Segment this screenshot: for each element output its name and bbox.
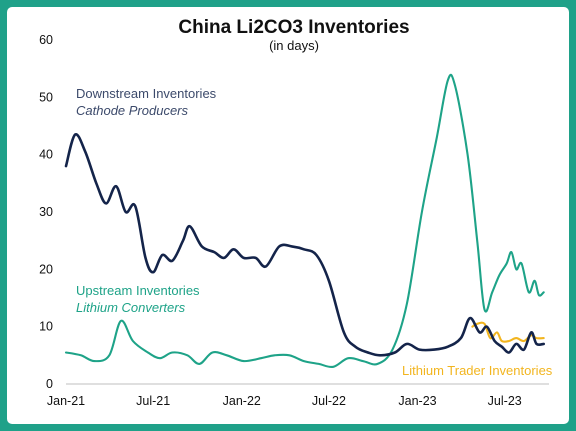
y-tick-label: 40 bbox=[39, 148, 53, 162]
trader-label: Lithium Trader Inventories bbox=[402, 363, 553, 378]
chart-subtitle: (in days) bbox=[269, 38, 319, 53]
series-lines bbox=[64, 73, 545, 369]
y-tick-label: 60 bbox=[39, 33, 53, 47]
y-tick-label: 30 bbox=[39, 205, 53, 219]
chart-card: China Li2CO3 Inventories (in days) 0 10 20… bbox=[7, 7, 569, 424]
y-axis: 0 10 20 30 40 50 60 bbox=[39, 33, 53, 391]
x-axis: Jan-21 Jul-21 Jan-22 Jul-22 Jan-23 Jul-23 bbox=[47, 394, 522, 408]
x-tick-label: Jul-23 bbox=[488, 394, 522, 408]
downstream-label: Downstream Inventories bbox=[76, 86, 217, 101]
x-tick-label: Jan-23 bbox=[398, 394, 436, 408]
y-tick-label: 20 bbox=[39, 262, 53, 276]
upstream-series-line bbox=[64, 73, 545, 369]
x-tick-label: Jan-22 bbox=[223, 394, 261, 408]
upstream-sublabel: Lithium Converters bbox=[76, 300, 186, 315]
x-tick-label: Jan-21 bbox=[47, 394, 85, 408]
x-tick-label: Jul-21 bbox=[136, 394, 170, 408]
upstream-label: Upstream Inventories bbox=[76, 283, 200, 298]
chart-svg: China Li2CO3 Inventories (in days) 0 10 20… bbox=[39, 17, 553, 408]
y-tick-label: 50 bbox=[39, 90, 53, 104]
y-tick-label: 10 bbox=[39, 320, 53, 334]
downstream-series-line bbox=[64, 133, 545, 357]
downstream-sublabel: Cathode Producers bbox=[76, 103, 189, 118]
chart-title: China Li2CO3 Inventories bbox=[178, 17, 409, 38]
y-tick-label: 0 bbox=[46, 377, 53, 391]
trader-series-line bbox=[471, 321, 545, 343]
x-tick-label: Jul-22 bbox=[312, 394, 346, 408]
